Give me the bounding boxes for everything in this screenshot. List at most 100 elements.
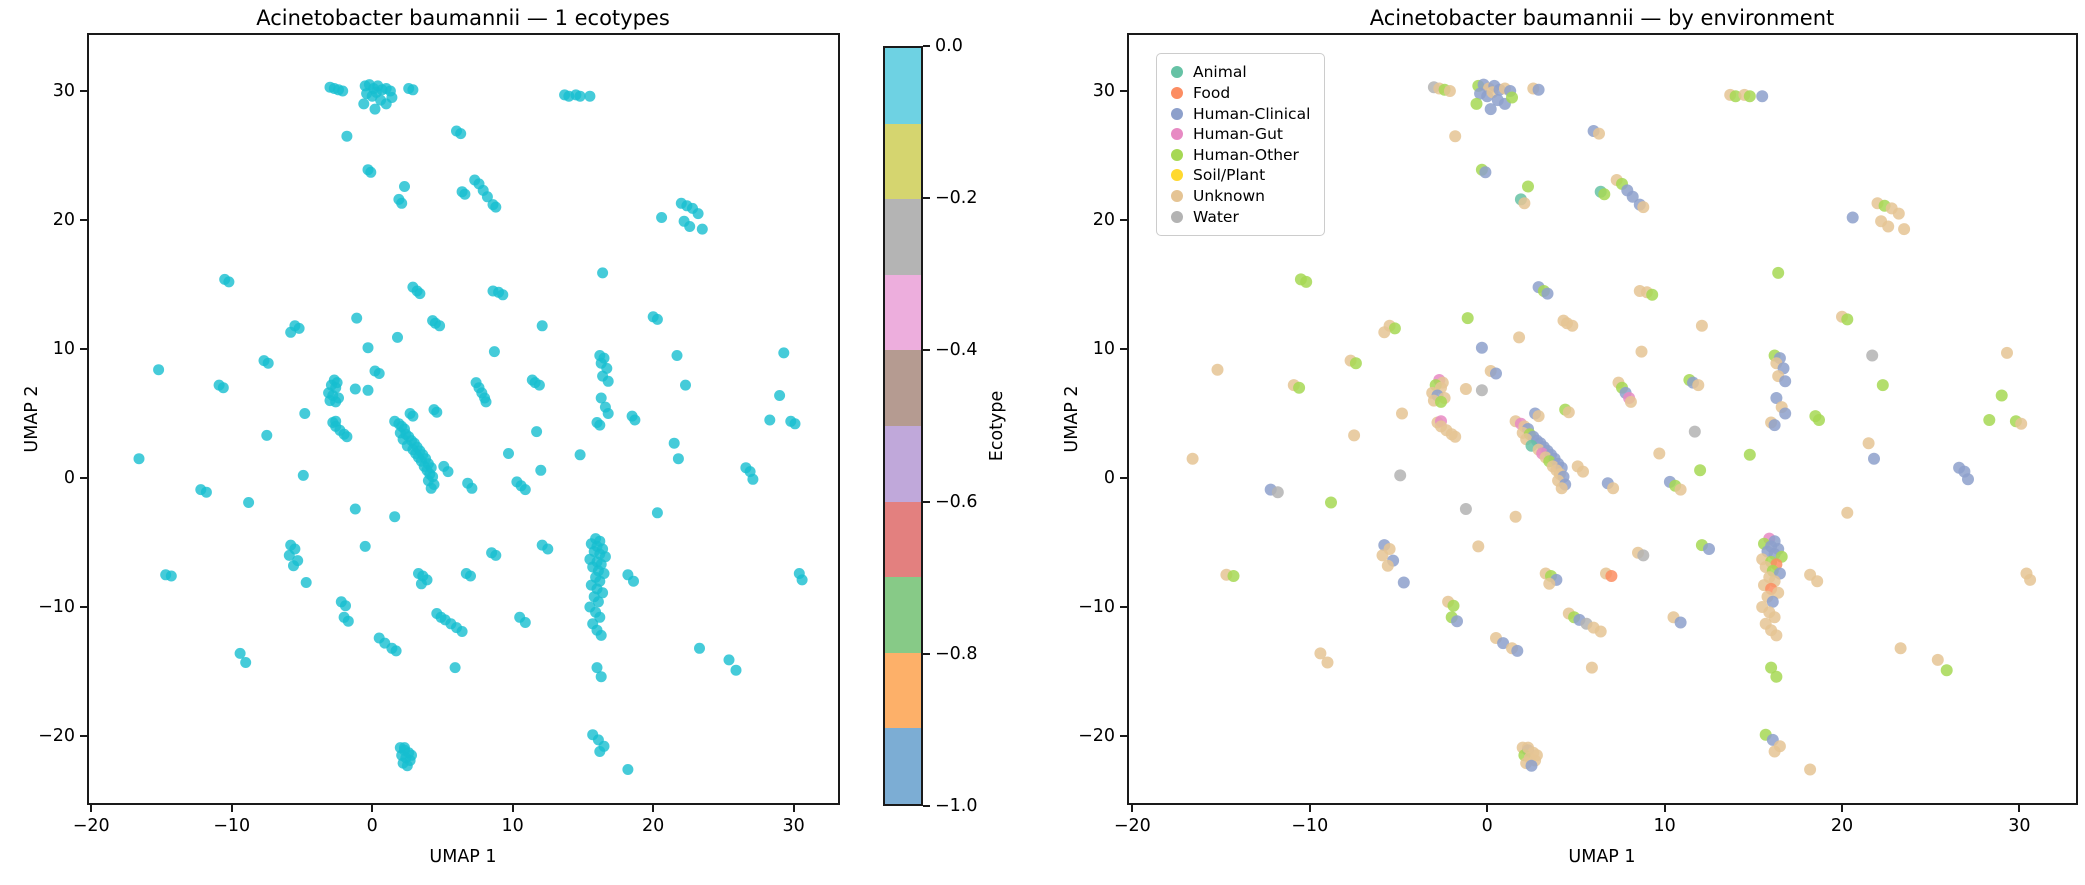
scatter-point (1475, 341, 1488, 354)
scatter-point (396, 197, 408, 209)
scatter-point (223, 276, 235, 288)
x-tick-label: 10 (501, 816, 524, 836)
y-tick-label: 10 (1092, 339, 1115, 360)
scatter-point (1729, 90, 1742, 103)
scatter-point (407, 84, 419, 96)
colorbar-tick-label: −0.6 (935, 492, 978, 512)
scatter-point (1585, 661, 1598, 674)
scatter-point (1562, 406, 1575, 419)
scatter-point (480, 396, 492, 408)
y-tick-mark (1120, 348, 1127, 351)
scatter-point (1472, 540, 1485, 553)
y-tick-label: 30 (52, 81, 75, 102)
scatter-point (1513, 331, 1526, 344)
scatter-point (1227, 570, 1240, 582)
scatter-point (300, 577, 312, 588)
scatter-point (684, 221, 696, 232)
scatter-point (1443, 85, 1456, 97)
scatter-point (1396, 407, 1408, 420)
x-tick-mark (1308, 805, 1311, 812)
scatter-point (1804, 763, 1817, 776)
legend-swatch-icon (1171, 86, 1183, 99)
scatter-point (1768, 419, 1781, 432)
scatter-point (696, 223, 708, 235)
scatter-point (1484, 103, 1497, 116)
y-tick-label: 0 (1103, 468, 1115, 488)
scatter-point (796, 574, 808, 586)
colorbar-tick-label: −0.2 (935, 188, 978, 208)
scatter-point (1577, 465, 1589, 478)
colorbar-label: Ecotype (987, 390, 1007, 462)
colorbar-tick-label: 0.0 (935, 36, 963, 56)
scatter-point (1518, 197, 1531, 210)
legend-swatch-icon (1171, 190, 1183, 203)
legend-swatch-icon (1171, 107, 1183, 120)
scatter-point (602, 408, 614, 419)
scatter-point (1475, 384, 1488, 397)
scatter-point (1211, 363, 1224, 376)
legend-label: Human-Gut (1193, 125, 1283, 144)
legend-row: Water (1167, 206, 1312, 227)
scatter-point (1532, 410, 1545, 423)
scatter-point (594, 746, 606, 757)
scatter-point (2024, 573, 2037, 586)
scatter-point (1447, 599, 1460, 612)
y-tick-mark (80, 90, 87, 93)
scatter-point (668, 437, 680, 449)
legend-label: Unknown (1193, 187, 1265, 206)
colorbar-segment (885, 501, 921, 578)
scatter-point (584, 90, 596, 102)
left-plot-scatter-layer (133, 79, 808, 775)
scatter-point (342, 615, 354, 627)
legend-row: Human-Clinical (1167, 103, 1312, 124)
scatter-point (1293, 381, 1306, 394)
legend-swatch-icon (1171, 210, 1183, 223)
scatter-point (594, 419, 606, 431)
colorbar-tick-mark (923, 805, 930, 807)
scatter-point (1646, 288, 1659, 301)
colorbar-segment (885, 350, 921, 426)
scatter-point (1983, 414, 1996, 426)
scatter-point (466, 482, 478, 494)
scatter-point (1694, 464, 1707, 477)
scatter-point (1770, 629, 1783, 642)
scatter-point (692, 208, 704, 220)
x-tick-mark (90, 805, 93, 812)
scatter-point (519, 484, 531, 496)
scatter-point (1894, 642, 1907, 655)
scatter-point (595, 392, 607, 404)
scatter-point (595, 671, 607, 683)
y-tick-mark (1120, 90, 1127, 93)
scatter-point (262, 357, 274, 369)
scatter-point (351, 312, 363, 324)
scatter-point (1525, 759, 1538, 772)
scatter-point (392, 331, 403, 343)
scatter-point (1653, 447, 1666, 460)
legend-row: Unknown (1167, 186, 1312, 207)
scatter-point (1522, 180, 1534, 193)
scatter-point (1451, 615, 1463, 628)
scatter-point (431, 406, 443, 418)
scatter-point (656, 212, 668, 223)
scatter-point (340, 600, 351, 612)
x-tick-label: −10 (1291, 816, 1329, 836)
y-tick-mark (80, 606, 87, 608)
scatter-point (747, 473, 759, 485)
scatter-point (1449, 130, 1462, 143)
scatter-point (362, 342, 374, 354)
scatter-point (1841, 506, 1854, 519)
scatter-point (622, 764, 634, 775)
legend-swatch-icon (1171, 66, 1183, 79)
scatter-point (1743, 448, 1756, 461)
scatter-point (200, 486, 212, 498)
scatter-point (1688, 425, 1701, 438)
scatter-point (595, 629, 607, 641)
scatter-point (165, 570, 177, 582)
scatter-point (536, 320, 548, 332)
left-plot-title: Acinetobacter baumannii — 1 ecotypes (256, 6, 670, 30)
scatter-point (1931, 653, 1944, 666)
scatter-point (415, 578, 427, 590)
legend-label: Food (1193, 83, 1231, 102)
x-tick-label: 0 (1481, 816, 1493, 836)
scatter-point (449, 662, 461, 674)
